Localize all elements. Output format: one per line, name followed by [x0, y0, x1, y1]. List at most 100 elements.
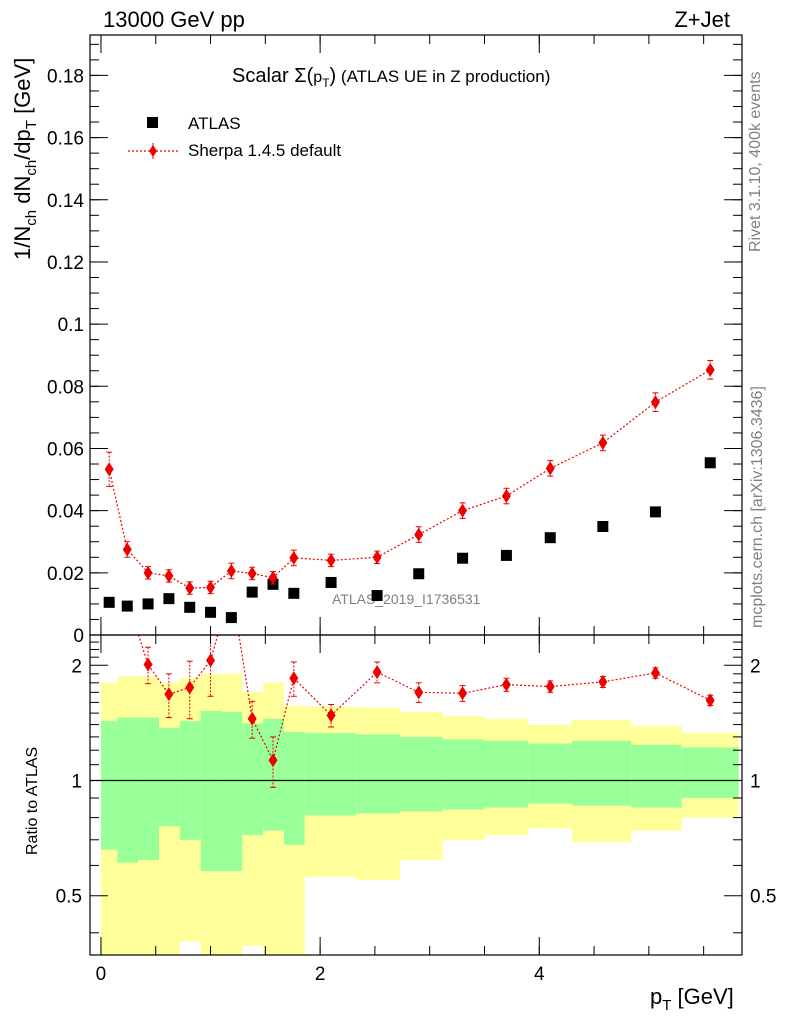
- y-axis-label-ratio: Ratio to ATLAS: [24, 747, 41, 855]
- main-ytick-label: 0.08: [47, 377, 84, 398]
- sherpa-point: [501, 489, 511, 504]
- sherpa-point: [326, 553, 336, 568]
- band-inner: [221, 712, 243, 872]
- sherpa-point: [289, 550, 299, 565]
- ratio-frame: [89, 634, 743, 956]
- sherpa-point: [598, 435, 608, 450]
- ratio-point: [326, 708, 336, 723]
- sherpa-point: [650, 395, 660, 410]
- legend-marker-atlas: [147, 117, 158, 128]
- ratio-point: [545, 679, 555, 694]
- sherpa-point: [268, 570, 278, 585]
- atlas-point: [163, 593, 175, 605]
- atlas-point: [649, 506, 661, 518]
- ratio-point: [185, 680, 195, 695]
- band-inner: [572, 740, 632, 806]
- ratio-point: [143, 657, 153, 672]
- atlas-point: [121, 600, 133, 612]
- main-ytick-label: 0.04: [47, 502, 84, 523]
- band-inner: [356, 734, 401, 814]
- ratio-ytick-label-left: 2: [71, 656, 82, 677]
- atlas-point: [325, 576, 337, 588]
- main-ytick-label: 0.02: [47, 564, 84, 585]
- main-ytick-label: 0.06: [47, 439, 84, 460]
- sherpa-point: [206, 580, 216, 595]
- process-label: Z+Jet: [674, 7, 730, 32]
- ratio-point: [501, 677, 511, 692]
- watermark: ATLAS_2019_I1736531: [332, 591, 481, 607]
- sherpa-line: [108, 369, 711, 589]
- ratio-ytick-label-right: 2: [750, 656, 761, 677]
- ratio-point: [268, 753, 278, 768]
- atlas-point: [142, 598, 154, 610]
- ratio-point: [164, 687, 174, 702]
- band-inner: [283, 731, 305, 845]
- band-inner: [138, 717, 160, 860]
- main-ytick-label: 0.12: [47, 253, 84, 274]
- band-inner: [117, 717, 139, 863]
- sherpa-point: [143, 565, 153, 580]
- ratio-point: [372, 665, 382, 680]
- main-ytick-label: 0.14: [47, 191, 84, 212]
- band-inner: [263, 718, 284, 831]
- atlas-point: [371, 590, 383, 602]
- y-axis-label-main: 1/Nch dNch/dpT [GeV]: [10, 58, 40, 260]
- atlas-point: [288, 587, 300, 599]
- ratio-ytick-label-left: 0.5: [56, 887, 82, 908]
- band-inner: [159, 728, 180, 827]
- atlas-point: [413, 568, 425, 580]
- ratio-point: [598, 674, 608, 689]
- ratio-point: [247, 711, 257, 726]
- xtick-label: 2: [315, 964, 326, 985]
- atlas-point: [225, 612, 237, 624]
- ratio-point: [458, 686, 468, 701]
- sherpa-point: [414, 527, 424, 542]
- legend-label-atlas: ATLAS: [188, 114, 241, 133]
- ratio-point: [289, 671, 299, 686]
- x-axis-label: pT [GeV]: [650, 984, 734, 1014]
- ratio-points: [137, 635, 715, 788]
- legend: ATLAS Sherpa 1.4.5 default: [128, 114, 341, 160]
- legend-label-sherpa: Sherpa 1.4.5 default: [188, 141, 341, 160]
- atlas-point: [597, 521, 609, 533]
- atlas-point: [704, 457, 716, 469]
- band-inner: [242, 723, 264, 836]
- ratio-ytick-label-left: 1: [71, 772, 82, 793]
- legend-marker-sherpa: [149, 145, 157, 157]
- main-ytick-label: 0.18: [47, 66, 84, 87]
- main-ytick-label: 0.1: [58, 315, 84, 336]
- band-inner: [200, 710, 222, 872]
- ratio-point: [206, 653, 216, 668]
- band-inner: [304, 733, 357, 816]
- mcplots-label: mcplots.cern.ch [arXiv:1306.3436]: [749, 386, 766, 628]
- ratio-point: [705, 693, 715, 708]
- band-inner: [681, 747, 739, 799]
- energy-label: 13000 GeV pp: [103, 7, 245, 32]
- band-inner: [631, 744, 682, 808]
- sherpa-point: [185, 581, 195, 596]
- sherpa-point: [372, 550, 382, 565]
- xtick-label: 4: [534, 964, 545, 985]
- sherpa-point: [226, 563, 236, 578]
- atlas-point: [184, 601, 196, 613]
- plot-title: Scalar Σ(pT) (ATLAS UE in Z production): [232, 65, 550, 90]
- atlas-point: [500, 549, 512, 561]
- ratio-point: [650, 665, 660, 680]
- atlas-point: [457, 552, 469, 564]
- sherpa-point: [458, 503, 468, 518]
- sherpa-point: [545, 461, 555, 476]
- atlas-point: [544, 532, 556, 544]
- atlas-point: [205, 606, 217, 618]
- sherpa-point: [247, 566, 257, 581]
- sherpa-point: [164, 568, 174, 583]
- ratio-point: [414, 685, 424, 700]
- main-ytick-label: 0.16: [47, 129, 84, 150]
- band-inner: [484, 740, 529, 808]
- band-inner: [100, 721, 118, 850]
- sherpa-point: [104, 462, 114, 477]
- band-inner: [400, 736, 443, 812]
- atlas-point: [103, 596, 115, 608]
- ratio-ytick-label-right: 0.5: [750, 887, 776, 908]
- main-ytick-label: 0: [73, 626, 84, 647]
